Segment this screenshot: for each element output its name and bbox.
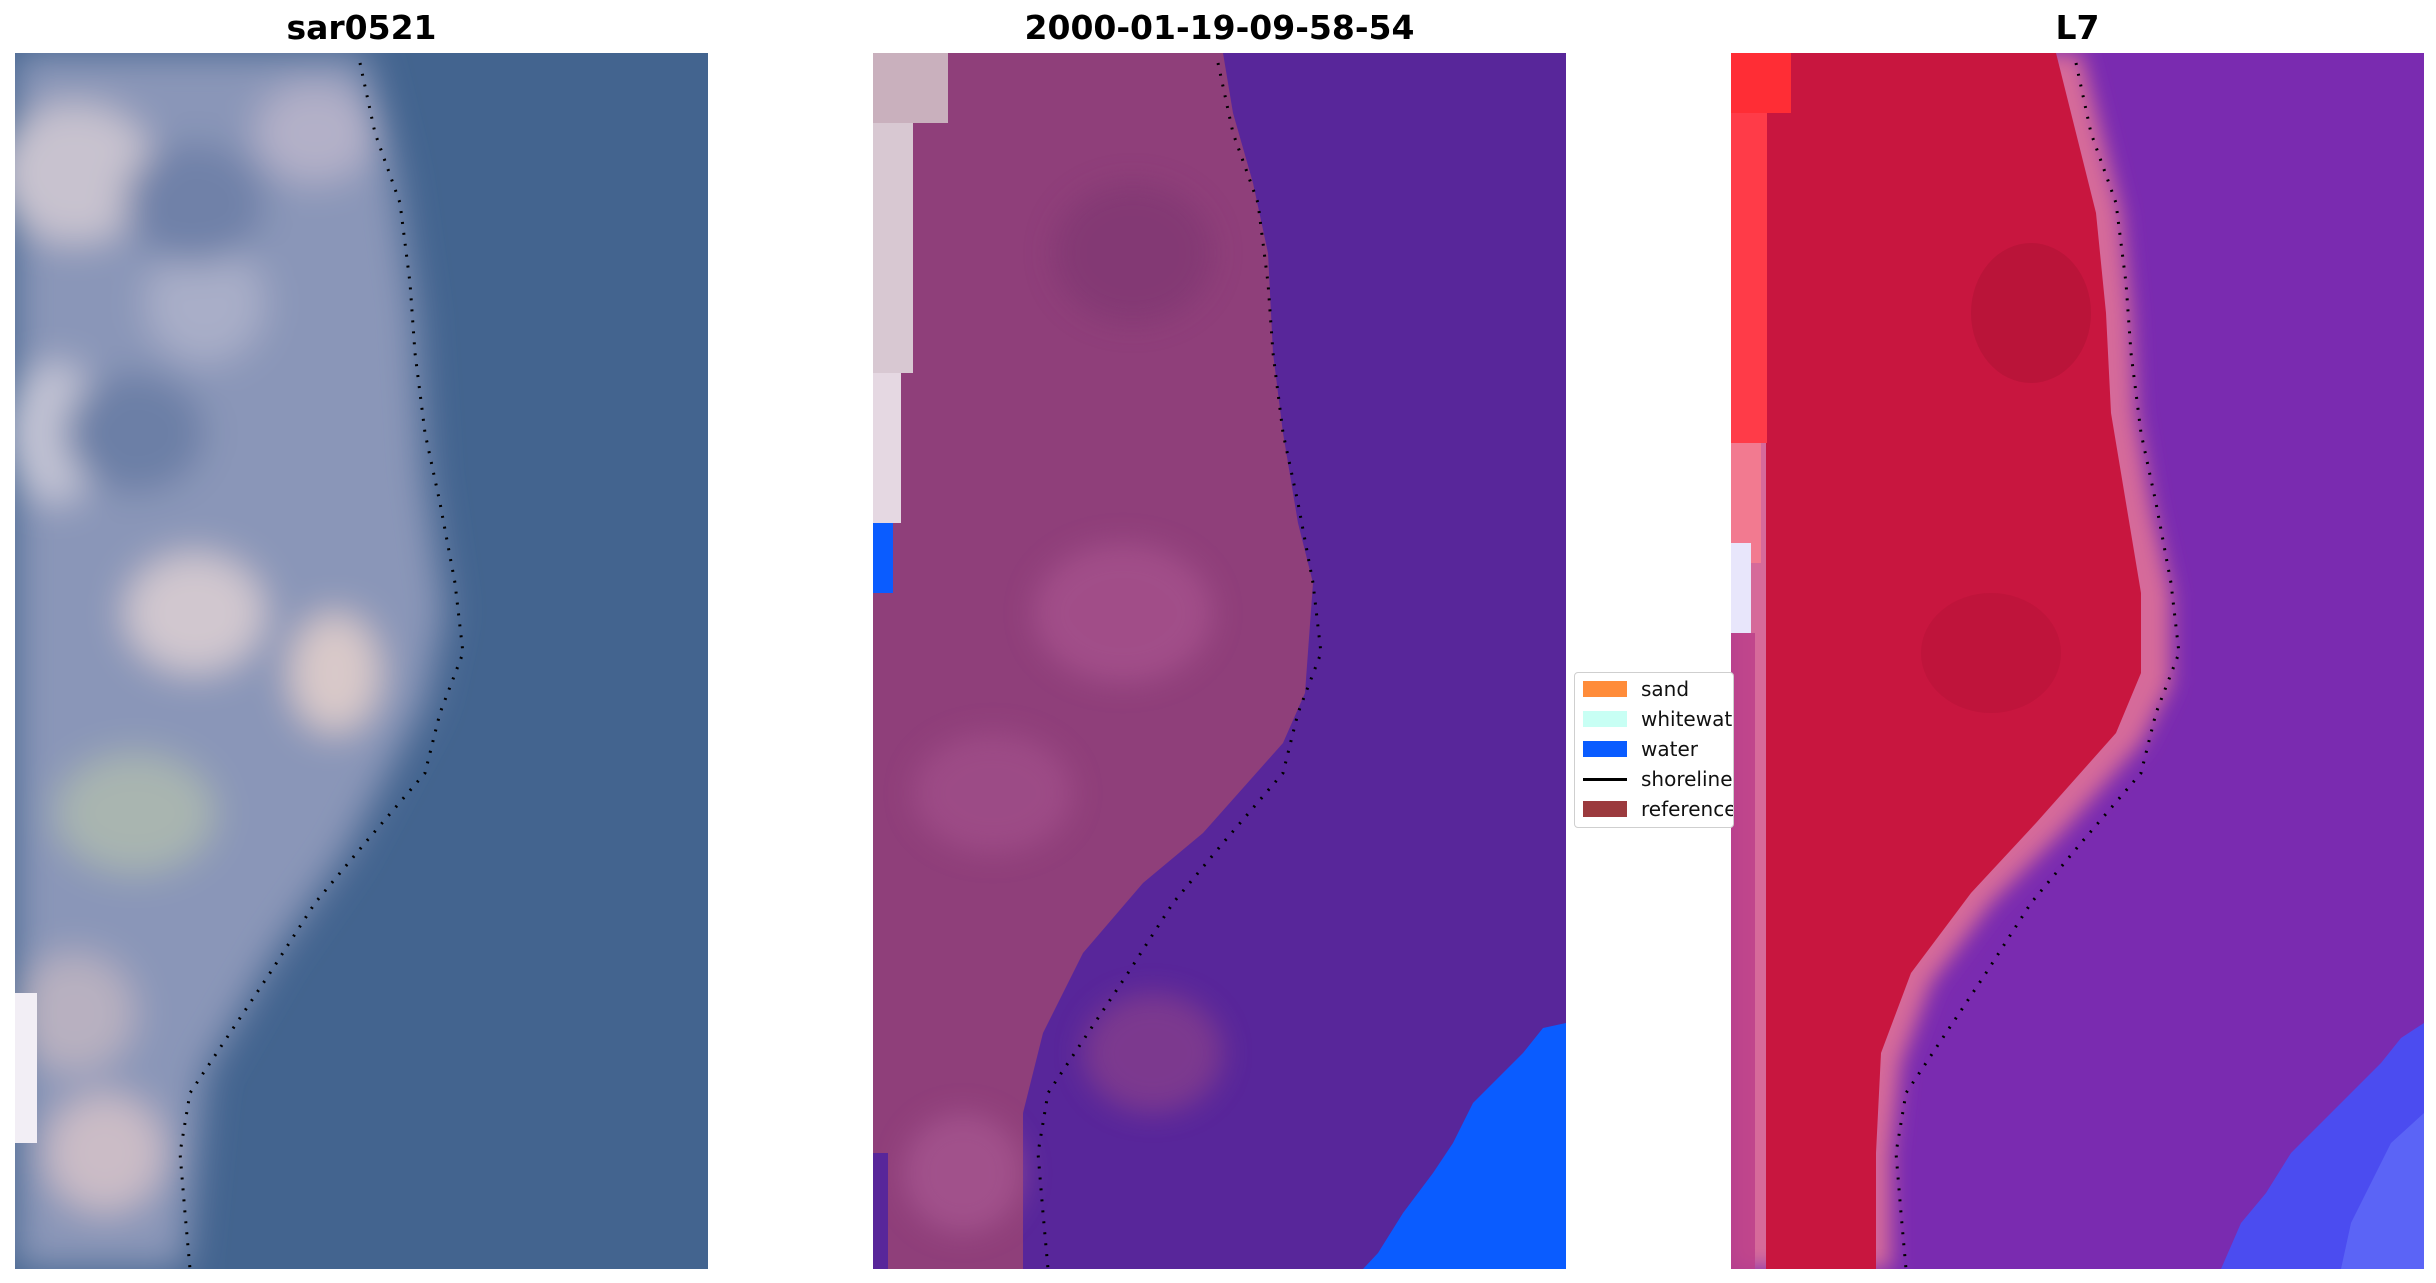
legend-item-reference: reference: [1583, 797, 1734, 821]
water-swatch: [1583, 741, 1627, 757]
false-color-image-panel: [1731, 53, 2424, 1269]
rgb-image-panel: [15, 53, 708, 1269]
legend-item-water: water: [1583, 737, 1698, 761]
legend-item-sand: sand: [1583, 677, 1689, 701]
false-color-image: [1731, 53, 2424, 1269]
legend-label-water: water: [1641, 737, 1698, 761]
legend-label-shoreline: shoreline: [1641, 767, 1733, 791]
legend-item-whitewater: whitewater: [1583, 707, 1733, 731]
rgb-image: [15, 53, 708, 1269]
reference-swatch: [1583, 801, 1627, 817]
legend-label-whitewater: whitewater: [1641, 707, 1733, 731]
whitewater-swatch: [1583, 711, 1627, 727]
panel-title-rgb: sar0521: [286, 8, 437, 47]
sand-swatch: [1583, 681, 1627, 697]
legend-label-sand: sand: [1641, 677, 1690, 701]
panel-title-false-color: L7: [2055, 8, 2100, 47]
legend: sand whitewater water shoreline referenc…: [1574, 672, 1734, 828]
legend-label-reference: reference: [1641, 797, 1734, 821]
classified-image-panel: [873, 53, 1566, 1269]
classified-image: [873, 53, 1566, 1269]
panel-title-classified: 2000-01-19-09-58-54: [1024, 8, 1415, 47]
shoreline-swatch: [1583, 777, 1627, 781]
legend-item-shoreline: shoreline: [1583, 767, 1733, 791]
